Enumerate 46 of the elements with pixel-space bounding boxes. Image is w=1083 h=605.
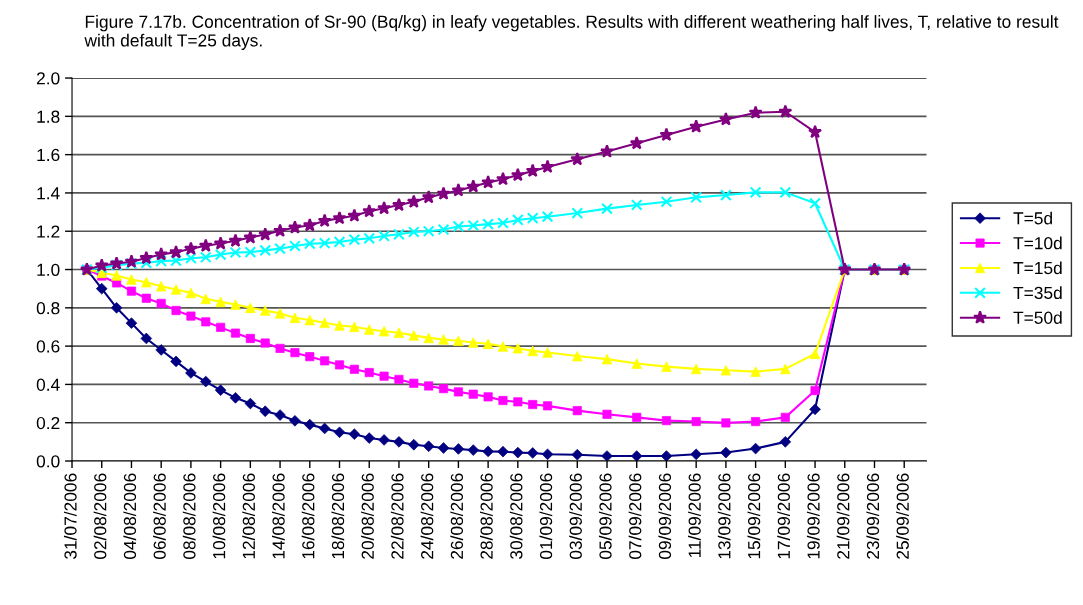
x-tick-label: 30/08/2006 — [509, 473, 523, 560]
legend-label: T=10d — [1013, 236, 1062, 250]
x-tick-label: 28/08/2006 — [480, 473, 493, 559]
x-tick-label: 21/09/2006 — [836, 473, 850, 559]
legend-label: T=35d — [1013, 286, 1062, 300]
chart-title: Figure 7.17b. Concentration of Sr-90 (Bq/kg) in leafy vegetables. Results with different weathering half lives, T, relative to result with default T=25 days. — [84, 15, 1059, 51]
y-tick-label: 0.6 — [36, 340, 60, 353]
y-tick-label: 1.2 — [37, 225, 60, 238]
x-tick-label: 24/08/2006 — [420, 473, 434, 559]
legend-label: T=5d — [1013, 211, 1052, 225]
x-tick-label: 20/08/2006 — [361, 473, 374, 559]
x-tick-label: 26/08/2006 — [450, 473, 464, 559]
x-tick-label: 08/08/2006 — [182, 473, 196, 560]
legend-label: T=50d — [1013, 311, 1062, 324]
x-tick-label: 04/08/2006 — [123, 473, 137, 560]
x-tick-label: 09/09/2006 — [658, 473, 672, 560]
x-tick-label: 06/08/2006 — [153, 473, 166, 560]
x-tick-label: 23/09/2006 — [866, 473, 880, 559]
y-tick-label: 1.4 — [37, 187, 60, 200]
x-tick-label: 25/09/2006 — [896, 473, 909, 559]
y-tick-label: 1.0 — [37, 263, 60, 276]
x-tick-label: 02/08/2006 — [93, 473, 107, 560]
x-tick-label: 12/08/2006 — [242, 473, 256, 559]
x-tick-label: 22/08/2006 — [390, 473, 404, 559]
x-tick-label: 13/09/2006 — [717, 473, 731, 559]
x-tick-label: 16/08/2006 — [301, 473, 315, 559]
x-tick-label: 31/07/2006 — [63, 473, 77, 560]
x-tick-label: 01/09/2006 — [539, 473, 553, 560]
x-tick-label: 15/09/2006 — [747, 473, 761, 559]
x-tick-label: 05/09/2006 — [598, 473, 612, 560]
y-tick-label: 0.0 — [36, 455, 60, 468]
y-tick-label: 0.2 — [36, 416, 60, 430]
x-tick-label: 03/09/2006 — [569, 473, 582, 560]
y-tick-label: 0.8 — [36, 301, 60, 315]
y-tick-label: 1.8 — [37, 110, 60, 123]
y-tick-label: 1.6 — [37, 148, 60, 162]
x-tick-label: 19/09/2006 — [806, 473, 820, 559]
y-tick-label: 0.4 — [36, 378, 60, 391]
x-tick-label: 18/08/2006 — [331, 473, 345, 559]
x-tick-label: 10/08/2006 — [212, 473, 226, 559]
x-tick-label: 14/08/2006 — [271, 473, 285, 559]
legend-label: T=15d — [1013, 261, 1062, 275]
y-tick-label: 2.0 — [36, 72, 60, 85]
x-tick-label: 07/09/2006 — [628, 473, 642, 560]
x-tick-label: 11/09/2006 — [688, 473, 701, 558]
x-tick-label: 17/09/2006 — [777, 473, 790, 559]
